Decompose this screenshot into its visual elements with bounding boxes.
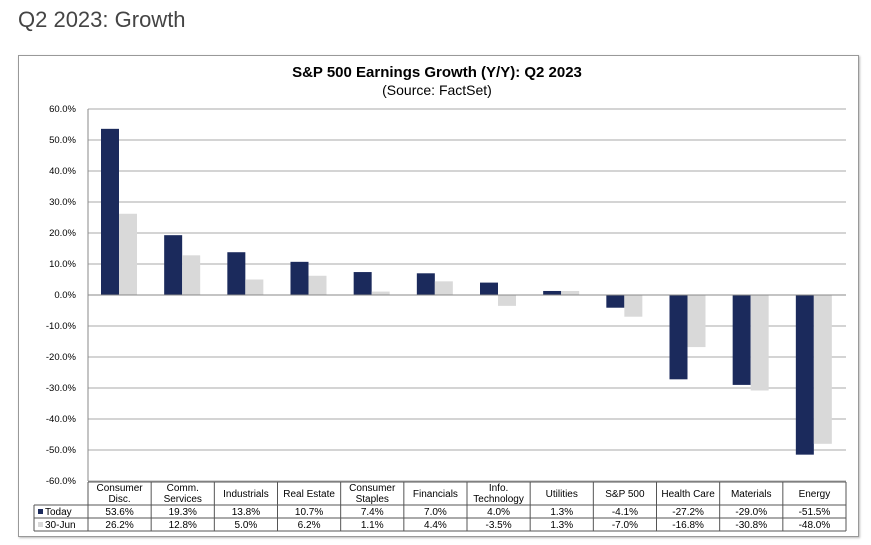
y-tick-label: 50.0% (49, 135, 76, 146)
bar-30-jun (434, 281, 453, 295)
data-label: -48.0% (799, 520, 831, 531)
page-title: Q2 2023: Growth (18, 7, 186, 32)
category-label: Materials (731, 489, 772, 500)
y-tick-label: 0.0% (54, 290, 76, 301)
y-tick-label: 30.0% (49, 197, 76, 208)
chart-title: S&P 500 Earnings Growth (Y/Y): Q2 2023 (292, 64, 582, 81)
bar-30-jun (750, 295, 769, 391)
chart-subtitle: (Source: FactSet) (382, 82, 492, 98)
category-label: Info. (489, 483, 508, 494)
y-tick-label: 60.0% (49, 104, 76, 115)
category-label: Staples (356, 494, 389, 505)
data-label: -27.2% (672, 507, 704, 518)
category-label: Utilities (546, 489, 578, 500)
data-label: -16.8% (672, 520, 704, 531)
data-label: 26.2% (105, 520, 133, 531)
bar-30-jun (498, 295, 516, 306)
data-label: 5.0% (235, 520, 258, 531)
data-label: 7.4% (361, 507, 384, 518)
y-tick-label: -50.0% (46, 445, 77, 456)
data-label: 1.1% (361, 520, 384, 531)
data-label: 4.0% (487, 507, 510, 518)
bar-today (227, 252, 246, 295)
data-label: -29.0% (735, 507, 767, 518)
bar-30-jun (687, 295, 706, 348)
legend-label: 30-Jun (45, 520, 76, 531)
data-label: 13.8% (232, 507, 260, 518)
bar-today (480, 282, 498, 295)
category-label: Industrials (223, 489, 269, 500)
category-label: Real Estate (283, 489, 335, 500)
category-label: Energy (799, 489, 831, 500)
bar-30-jun (813, 295, 832, 444)
bar-30-jun (561, 290, 580, 295)
data-label: -7.0% (612, 520, 638, 531)
y-tick-label: 10.0% (49, 259, 76, 270)
data-label: -3.5% (486, 520, 512, 531)
bar-30-jun (182, 255, 201, 295)
bar-30-jun (624, 295, 643, 317)
legend-swatch-30-jun (38, 522, 43, 527)
data-label: 53.6% (105, 507, 133, 518)
y-tick-label: 40.0% (49, 166, 76, 177)
data-label: 19.3% (169, 507, 197, 518)
y-tick-label: -20.0% (46, 352, 77, 363)
bar-today (669, 295, 688, 380)
bar-30-jun (371, 291, 390, 295)
bar-today (543, 290, 562, 295)
bar-today (164, 235, 183, 295)
data-label: 12.8% (169, 520, 197, 531)
category-label: Comm. (167, 483, 199, 494)
category-label: Disc. (108, 494, 130, 505)
data-label: -4.1% (612, 507, 638, 518)
chart-frame (18, 55, 859, 537)
data-label: -30.8% (735, 520, 767, 531)
category-label: S&P 500 (605, 489, 645, 500)
bar-30-jun (308, 275, 327, 295)
data-label: 1.3% (550, 520, 573, 531)
data-label: 7.0% (424, 507, 447, 518)
bar-today (732, 295, 751, 385)
data-label: 6.2% (298, 520, 321, 531)
category-label: Consumer (97, 483, 144, 494)
data-label: 4.4% (424, 520, 447, 531)
category-label: Financials (413, 489, 458, 500)
y-tick-label: -60.0% (46, 476, 77, 487)
y-tick-label: -40.0% (46, 414, 77, 425)
bar-today (606, 295, 625, 308)
bar-today (416, 273, 435, 295)
data-label: 10.7% (295, 507, 323, 518)
data-label: -51.5% (799, 507, 831, 518)
bar-today (101, 128, 119, 295)
y-tick-label: -10.0% (46, 321, 77, 332)
y-tick-label: -30.0% (46, 383, 77, 394)
category-label: Health Care (661, 489, 715, 500)
bar-today (290, 261, 309, 295)
bar-30-jun (119, 213, 137, 295)
bar-today (353, 272, 372, 295)
y-tick-label: 20.0% (49, 228, 76, 239)
category-label: Technology (473, 494, 524, 505)
category-label: Services (164, 494, 202, 505)
data-label: 1.3% (550, 507, 573, 518)
bar-today (795, 295, 814, 455)
category-label: Consumer (349, 483, 396, 494)
bar-30-jun (245, 279, 264, 295)
legend-label: Today (45, 507, 72, 518)
legend-swatch-today (38, 509, 43, 514)
